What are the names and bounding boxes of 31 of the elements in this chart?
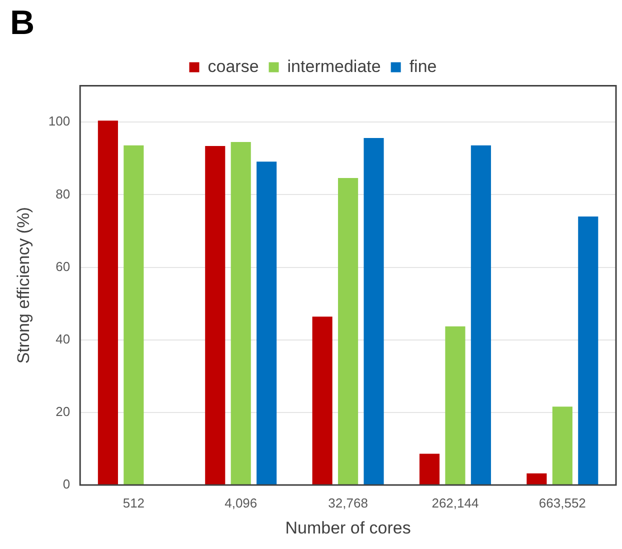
bar: [338, 178, 358, 484]
bar: [364, 138, 384, 484]
bar: [470, 145, 491, 484]
y-tick-label: 20: [56, 404, 70, 419]
legend-label: coarse: [208, 56, 259, 76]
bar: [445, 326, 466, 484]
bar: [312, 316, 332, 484]
legend-label: intermediate: [287, 56, 381, 76]
chart-title: B: [10, 4, 35, 42]
bar: [124, 145, 144, 484]
y-tick-label: 40: [56, 331, 70, 346]
x-tick-label: 4,096: [224, 495, 258, 510]
x-axis-title: Number of cores: [285, 518, 411, 538]
y-tick-label: 80: [56, 186, 70, 202]
bar: [552, 406, 572, 484]
bar: [230, 142, 251, 484]
bar: [98, 120, 118, 484]
x-tick-label: 32,768: [328, 495, 368, 510]
bar: [578, 216, 598, 484]
x-tick-label: 262,144: [432, 495, 479, 510]
bar: [419, 454, 440, 484]
bar: [526, 473, 547, 484]
y-axis-title: Strong efficiency (%): [14, 207, 33, 364]
bar: [256, 162, 277, 484]
y-tick-label: 0: [62, 476, 70, 492]
y-tick-label: 60: [56, 258, 70, 274]
x-tick-label: 512: [122, 495, 145, 510]
legend-label: fine: [409, 56, 437, 76]
bar: [205, 146, 226, 484]
y-tick-label: 100: [48, 114, 70, 129]
x-tick-label: 663,552: [538, 495, 586, 510]
